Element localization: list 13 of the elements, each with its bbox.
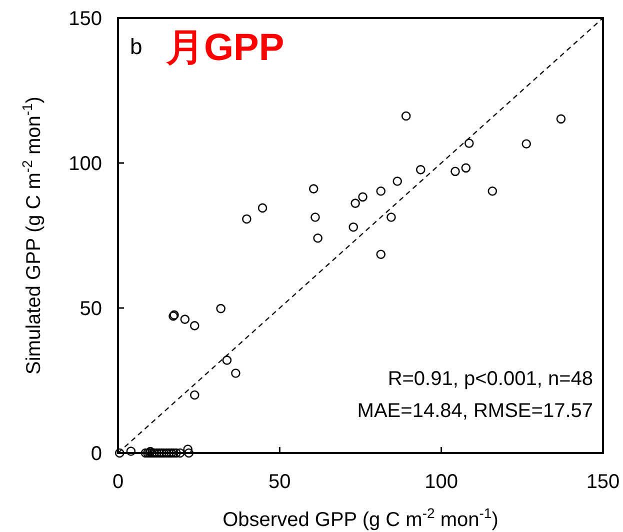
y-tick-label: 150 <box>68 8 102 30</box>
x-tick-label: 100 <box>424 471 458 493</box>
y-tick-label: 0 <box>90 443 102 465</box>
y-tick-label: 50 <box>80 298 102 320</box>
x-axis-title: Observed GPP (g C m$^{-2}$ mon$^{-1}$) <box>222 505 498 531</box>
annotation: MAE=14.84, RMSE=17.57 <box>357 400 593 422</box>
x-tick-label: 50 <box>268 471 291 493</box>
y-tick-label: 100 <box>68 153 102 175</box>
x-tick-label: 0 <box>112 471 124 493</box>
annotation: b <box>130 34 142 59</box>
chart-title: 月GPP <box>165 27 284 69</box>
x-tick-label: 150 <box>586 471 620 493</box>
annotation: R=0.91, p<0.001, n=48 <box>388 368 593 390</box>
